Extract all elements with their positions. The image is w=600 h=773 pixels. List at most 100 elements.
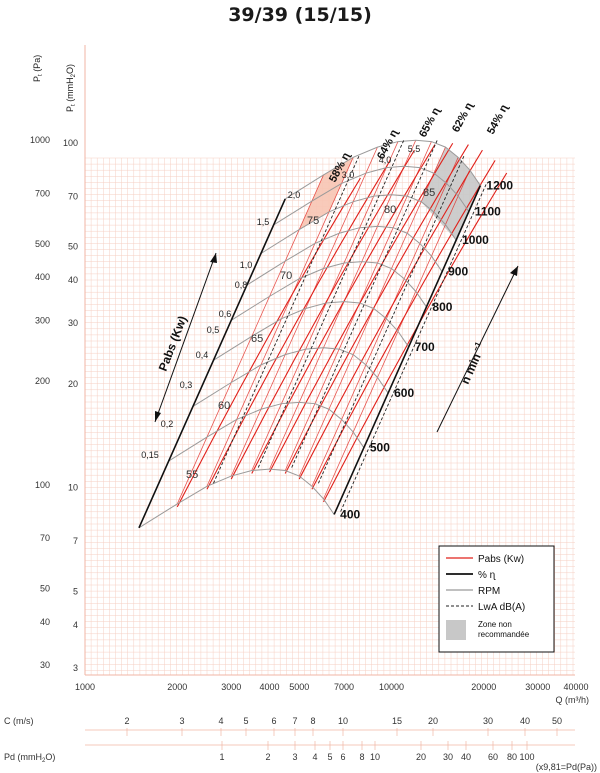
x-tick-label: 1000 — [75, 682, 95, 692]
c-tick-label: 6 — [271, 716, 276, 726]
pd-tick-label: 80 — [507, 752, 517, 762]
pabs-arc — [323, 172, 508, 503]
y-tick-mm-label: 10 — [68, 483, 78, 493]
legend-label-rpm: RPM — [478, 586, 500, 597]
pd-conversion-note: (x9,81=Pd(Pa)) — [536, 762, 597, 772]
y-tick-pa-label: 100 — [35, 480, 50, 490]
c-axis-label: C (m/s) — [4, 716, 34, 726]
pabs-kw-label: 0,2 — [161, 419, 174, 429]
x-axis-labels: 1000 2000 3000 4000 5000 7000 10000 20000 30000 4… — [75, 682, 589, 705]
y-tick-mm-label: 7 — [73, 536, 78, 546]
y-axis-labels: Pt (Pa) Pt (mmH2O) 1000 700 500 400 300 200 100 7… — [30, 55, 78, 673]
lwa-curve — [318, 154, 466, 484]
pd-tick-label: 3 — [292, 752, 297, 762]
x-tick-label: 10000 — [379, 682, 404, 692]
legend-label-zone: Zone non — [478, 620, 512, 629]
c-scale: C (m/s) 2 3 4 5 6 7 8 10 15 20 30 40 50 — [4, 716, 575, 736]
rpm-curve — [213, 301, 410, 361]
y-tick-mm-label: 20 — [68, 379, 78, 389]
pabs-value-labels: 0,15 0,2 0,3 0,4 0,5 0,6 0,8 1,0 1,5 2,0 3,0 4,0 5,5 — [141, 144, 420, 460]
y-axis-mm-label: Pt (mmH2O) — [65, 64, 77, 112]
legend-swatch-zone — [446, 620, 466, 640]
rpm-label: 400 — [340, 507, 360, 521]
x-tick-label: 40000 — [564, 682, 589, 692]
pd-tick-label: 30 — [443, 752, 453, 762]
chart-title: 39/39 (15/15) — [228, 4, 372, 26]
rpm-label: 1200 — [486, 179, 513, 193]
x-axis-label: Q (m³/h) — [556, 695, 590, 705]
c-tick-label: 40 — [520, 716, 530, 726]
pabs-kw-label: 0,8 — [235, 280, 248, 290]
c-tick-label: 3 — [179, 716, 184, 726]
y-tick-pa-label: 200 — [35, 376, 50, 386]
x-tick-label: 3000 — [221, 682, 241, 692]
rpm-curves: 400 500 600 700 800 900 1000 1100 1200 — [138, 139, 513, 529]
pd-scale: Pd (mmH2O) 1 2 3 4 5 6 8 10 20 30 40 60 80 100(x9,81=P… — [4, 741, 597, 772]
envelope-right — [333, 185, 482, 515]
x-tick-label: 30000 — [525, 682, 550, 692]
pd-tick-label: 6 — [340, 752, 345, 762]
x-tick-label: 2000 — [167, 682, 187, 692]
pd-tick-label: 20 — [416, 752, 426, 762]
efficiency-label: 62% ɳ — [450, 100, 476, 135]
lwa-db-label: 60 — [218, 400, 230, 412]
pabs-arc — [284, 144, 469, 474]
y-tick-pa-label: 30 — [40, 660, 50, 670]
rpm-curve — [273, 165, 470, 226]
pabs-arrow-line — [154, 252, 217, 423]
y-tick-pa-label: 50 — [40, 584, 50, 594]
y-tick-pa-label: 500 — [35, 239, 50, 249]
c-tick-label: 7 — [292, 716, 297, 726]
pd-tick-label: 10 — [370, 752, 380, 762]
efficiency-label: 65% ɳ — [417, 105, 443, 140]
pabs-arrow-tail — [155, 411, 161, 422]
c-tick-label: 8 — [310, 716, 315, 726]
pd-tick-label: 40 — [461, 752, 471, 762]
rpm-label: 700 — [415, 340, 435, 354]
x-tick-label: 4000 — [260, 682, 280, 692]
lwa-curve — [257, 138, 405, 468]
pd-tick-label: 2 — [265, 752, 270, 762]
low-efficiency-zone — [299, 157, 354, 230]
pabs-kw-label: 0,5 — [207, 325, 220, 335]
y-tick-mm-label: 3 — [73, 663, 78, 673]
lwa-curve — [340, 182, 488, 512]
rpm-label: 800 — [432, 300, 452, 314]
x-tick-label: 5000 — [289, 682, 309, 692]
rpm-curve — [138, 468, 335, 529]
y-tick-pa-label: 300 — [35, 315, 50, 325]
rpm-curve — [192, 347, 389, 407]
y-tick-mm-label: 70 — [68, 191, 78, 201]
lwa-db-label: 70 — [280, 270, 292, 282]
rpm-label: 500 — [370, 441, 390, 455]
pabs-kw-label: 3,0 — [342, 170, 355, 180]
y-tick-pa-label: 70 — [40, 533, 50, 543]
pabs-kw-label: 2,0 — [288, 190, 301, 200]
y-tick-mm-label: 4 — [73, 620, 78, 630]
pd-tick-label: 4 — [312, 752, 317, 762]
pabs-kw-label: 0,3 — [180, 380, 193, 390]
c-tick-label: 5 — [243, 716, 248, 726]
c-tick-label: 30 — [483, 716, 493, 726]
x-tick-label: 20000 — [471, 682, 496, 692]
envelope — [138, 185, 482, 529]
lwa-value-labels: 55 60 65 70 75 80 85 — [186, 187, 435, 481]
pd-tick-label: 1 — [219, 752, 224, 762]
lwa-curve — [213, 154, 361, 484]
rpm-arrow-line — [436, 265, 519, 433]
c-tick-label: 4 — [218, 716, 223, 726]
pd-axis-label: Pd (mmH2O) — [4, 752, 55, 764]
rpm-arrow-head — [510, 266, 518, 276]
rpm-label: 600 — [394, 386, 414, 400]
pd-tick-label: 8 — [359, 752, 364, 762]
pabs-arc — [311, 160, 496, 490]
pabs-kw-label: 0,6 — [219, 309, 232, 319]
pd-tick-label: 100 — [519, 752, 534, 762]
lwa-db-label: 85 — [423, 187, 435, 199]
pabs-kw-label: 0,4 — [196, 350, 209, 360]
pd-tick-label: 5 — [327, 752, 332, 762]
lwa-curve — [291, 138, 439, 468]
y-tick-pa-label: 400 — [35, 272, 50, 282]
lwa-db-label: 55 — [186, 469, 198, 481]
pabs-arc — [251, 144, 436, 474]
